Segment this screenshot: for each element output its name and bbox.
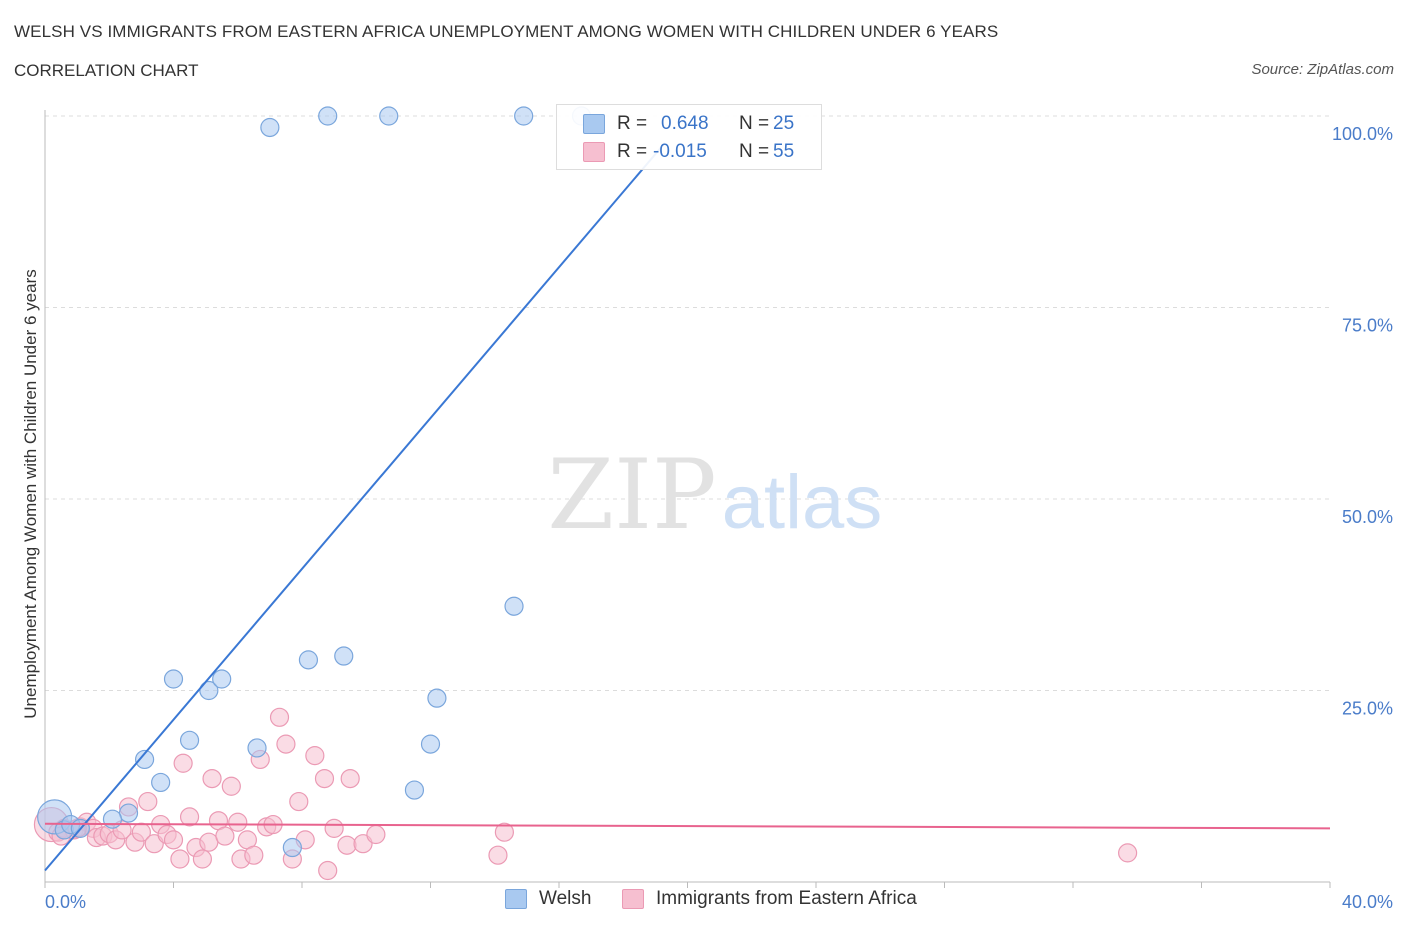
immigrants-point	[173, 753, 193, 773]
legend-item-immigrants[interactable]: Immigrants from Eastern Africa	[622, 888, 917, 910]
welsh-point	[199, 680, 219, 701]
immigrants-point	[202, 768, 222, 789]
immigrants-point	[199, 832, 219, 852]
immigrants-point	[318, 860, 338, 881]
x-tick-label: 0.0%	[45, 892, 86, 912]
source-credit: Source: ZipAtlas.com	[1251, 61, 1394, 78]
immigrants-point	[488, 845, 508, 865]
x-tick-label: 40.0%	[1342, 892, 1393, 912]
grid-lines	[45, 115, 1330, 691]
welsh-point	[298, 650, 319, 670]
welsh-point	[102, 809, 123, 829]
immigrants-point	[138, 791, 158, 812]
immigrants-point	[366, 824, 386, 845]
welsh-point	[282, 837, 302, 858]
immigrants-swatch	[622, 889, 644, 909]
immigrants-point	[192, 849, 213, 869]
welsh-point	[318, 106, 338, 126]
immigrants-point	[170, 849, 190, 869]
immigrants-point	[340, 768, 360, 789]
immigrants-point	[163, 830, 184, 850]
immigrants-point	[269, 707, 290, 727]
welsh-points	[37, 106, 592, 858]
legend-row-immigrants: R = -0.015 N = 55	[583, 139, 794, 165]
immigrants-points	[33, 707, 1138, 881]
ticks: 25.0% 50.0% 75.0% 100.0% 0.0% 40.0%	[45, 124, 1393, 912]
n-value: 55	[773, 141, 795, 162]
welsh-point	[163, 669, 184, 689]
y-tick-label: 100.0%	[1332, 124, 1393, 144]
immigrants-point	[179, 807, 200, 827]
legend-label-welsh: Welsh	[539, 888, 592, 909]
immigrants-point	[494, 822, 514, 842]
n-label: N =	[739, 113, 770, 134]
r-value: 0.648	[661, 113, 709, 134]
welsh-point	[504, 596, 524, 616]
welsh-swatch	[505, 889, 527, 909]
welsh-point	[404, 780, 425, 800]
axes	[44, 110, 1331, 888]
series-legend: Welsh Immigrants from Eastern Africa	[0, 888, 1406, 918]
welsh-point	[179, 730, 200, 750]
immigrants-point	[244, 845, 264, 865]
welsh-trend-line	[44, 142, 666, 872]
immigrants-point	[1118, 843, 1138, 863]
y-tick-label: 25.0%	[1342, 699, 1393, 719]
welsh-point	[420, 734, 441, 754]
welsh-point	[118, 803, 139, 823]
immigrants-point	[215, 826, 235, 846]
watermark-zip: ZIP	[547, 439, 716, 551]
immigrants-point	[305, 746, 325, 766]
immigrants-point	[221, 776, 241, 796]
n-label: N =	[739, 141, 770, 162]
welsh-point	[427, 688, 447, 708]
immigrants-point	[276, 734, 296, 754]
y-axis-label: Unemployment Among Women with Children U…	[21, 269, 40, 718]
y-tick-label: 75.0%	[1342, 316, 1393, 336]
chart-title: WELSH VS IMMIGRANTS FROM EASTERN AFRICA …	[14, 22, 999, 41]
welsh-point	[334, 646, 354, 666]
r-value: -0.015	[653, 141, 707, 162]
welsh-swatch	[583, 114, 605, 134]
immigrants-trend-line	[44, 822, 1331, 830]
welsh-point	[260, 117, 280, 138]
immigrants-swatch	[583, 142, 605, 162]
legend-item-welsh[interactable]: Welsh	[505, 888, 591, 910]
immigrants-point	[314, 768, 335, 789]
welsh-point	[379, 106, 399, 126]
watermark: ZIP atlas	[547, 439, 882, 551]
welsh-point	[514, 106, 534, 126]
correlation-legend: R = 0.648 N = 25 R = -0.015 N = 55	[556, 104, 822, 170]
r-label: R =	[617, 141, 648, 162]
welsh-point	[134, 749, 155, 770]
y-tick-label: 50.0%	[1342, 507, 1393, 527]
trend-lines	[44, 142, 1331, 872]
legend-label-immigrants: Immigrants from Eastern Africa	[656, 888, 917, 909]
r-label: R =	[617, 113, 648, 134]
immigrants-point	[337, 835, 357, 855]
legend-row-welsh: R = 0.648 N = 25	[583, 111, 794, 137]
chart-subtitle: CORRELATION CHART	[14, 61, 199, 80]
welsh-point	[247, 738, 267, 758]
welsh-point	[151, 772, 171, 793]
immigrants-point	[289, 791, 309, 812]
immigrants-point	[228, 812, 248, 832]
watermark-atlas: atlas	[722, 460, 883, 545]
n-value: 25	[773, 113, 795, 134]
immigrants-point	[324, 818, 344, 838]
welsh-point	[212, 669, 232, 689]
